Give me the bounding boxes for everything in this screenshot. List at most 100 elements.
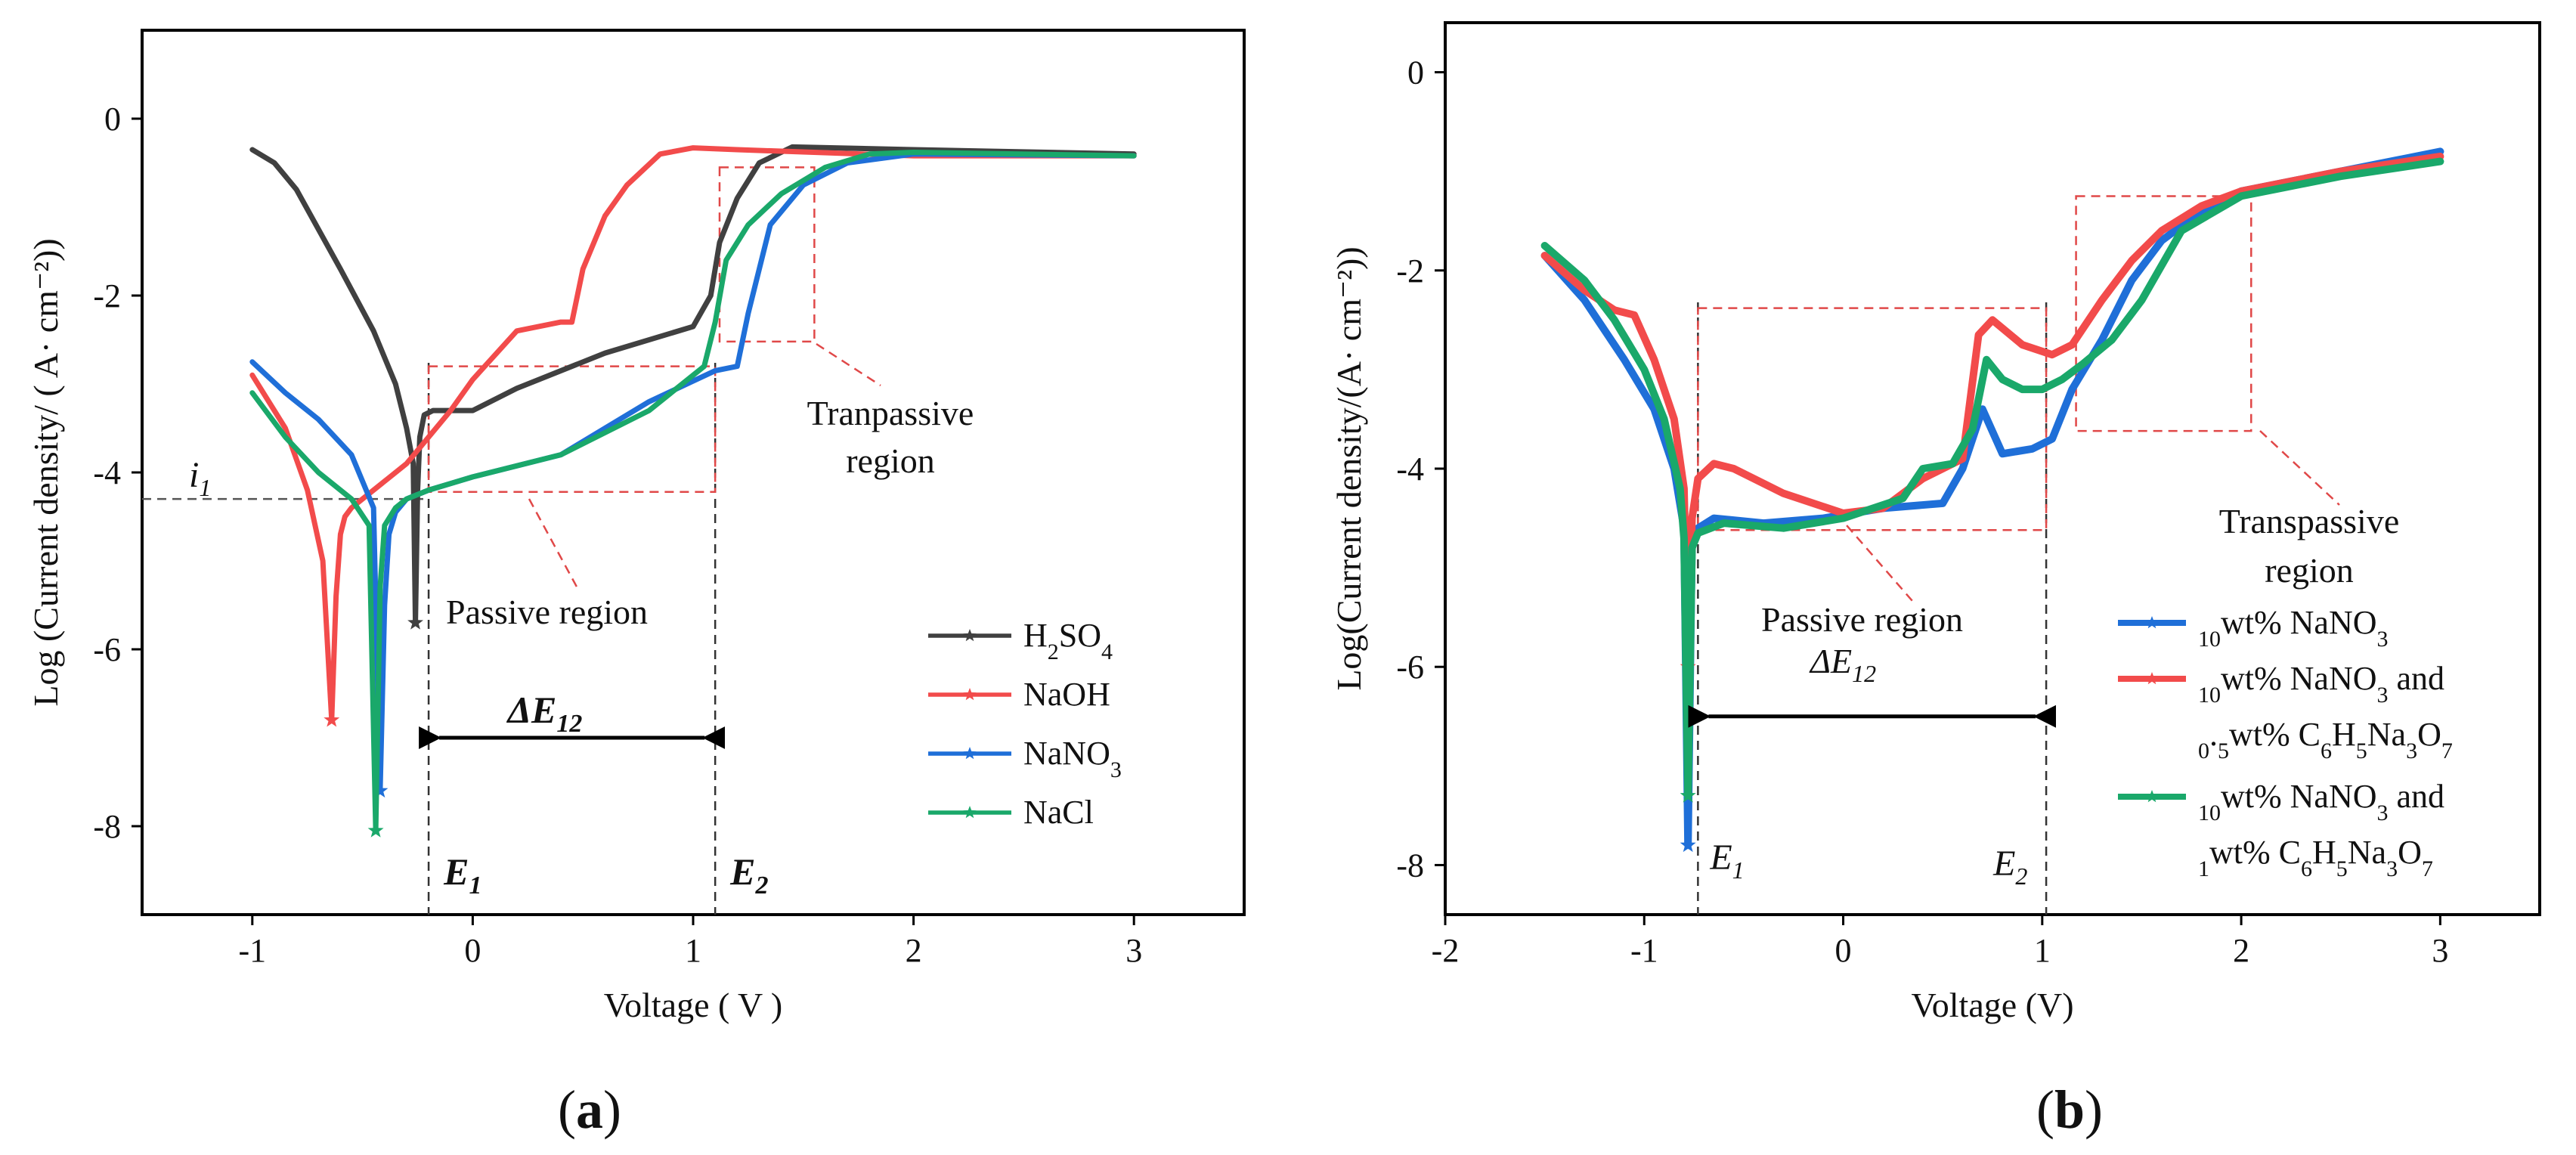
panel-b-transpassive-leader-line <box>2259 430 2340 506</box>
b-legend-label: 0.5wt% C6H5Na3O7 <box>2198 716 2453 763</box>
panel-a-series <box>249 144 1137 838</box>
panel-a-e1-sub: 1 <box>469 872 481 900</box>
panel-a-e1-label: E1 <box>443 850 481 900</box>
b-y-tick-label: -2 <box>1396 252 1424 290</box>
b-series-marker-2 <box>1680 787 1696 803</box>
panel-b-passive-region-label: Passive region <box>1761 600 1963 639</box>
panel-b-delta-e-main: ΔE <box>1809 642 1852 680</box>
panel-a-legend: H2SO4 NaOH NaNO3 NaCl <box>928 617 1122 831</box>
a-legend-marker <box>963 806 977 819</box>
b-y-tick-label: -8 <box>1396 847 1424 884</box>
panel-b-e2-label: E2 <box>1992 844 2027 890</box>
a-x-tick-label: 1 <box>685 932 701 969</box>
panel-b-passive-leader-line <box>1836 513 1913 602</box>
panel-a-e2-main: E <box>729 850 755 893</box>
panel-a-e2-label: E2 <box>729 850 768 900</box>
panel-b-x-axis-label: Voltage (V) <box>1911 986 2073 1024</box>
panel-b-y-axis-label: Log(Current density/(A· cm⁻²)) <box>1330 246 1368 690</box>
panel-a-delta-e-sub: 12 <box>556 710 582 738</box>
a-y-tick-label: -6 <box>93 631 121 668</box>
b-legend-marker <box>2145 790 2159 803</box>
a-y-tick-label: -2 <box>93 277 121 314</box>
a-series-line-1 <box>249 145 1137 723</box>
b-x-tick-label: 0 <box>1835 932 1852 969</box>
b-x-tick-label: 1 <box>2034 932 2051 969</box>
b-legend-marker <box>2145 672 2159 685</box>
panel-a-x-axis: -1 0 1 2 3 <box>238 915 1142 969</box>
panel-a-i1-sub: 1 <box>199 474 211 501</box>
a-x-tick-label: 2 <box>906 932 922 969</box>
a-series-marker-0 <box>407 614 423 630</box>
a-legend-label: NaCl <box>1023 794 1094 831</box>
panel-a-delta-e-main: ΔE <box>506 689 557 731</box>
panel-b-x-axis: -2 -1 0 1 2 3 <box>1432 915 2448 969</box>
panel-a-transpassive-label-line1: Tranpassive <box>807 394 974 432</box>
panel-a-delta-e-label: ΔE12 <box>506 689 583 738</box>
panel-a-panel-label: (a) <box>558 1079 621 1140</box>
panel-b-delta-e-label: ΔE12 <box>1809 642 1876 687</box>
panel-a-i1-main: i <box>189 455 199 495</box>
b-legend-label: 10wt% NaNO3 and <box>2198 660 2444 708</box>
a-y-tick-label: 0 <box>104 101 121 138</box>
panel-b-delta-e-sub: 12 <box>1852 660 1876 687</box>
a-series-marker-3 <box>367 822 384 838</box>
a-legend-marker <box>963 629 977 642</box>
panel-b-series <box>1540 147 2444 853</box>
b-y-tick-label: 0 <box>1407 54 1424 91</box>
b-series-line-1 <box>1540 153 2444 671</box>
panel-b-e1-sub: 1 <box>1732 856 1745 884</box>
panel-a-transpassive-leader-line <box>816 342 881 387</box>
panel-b-passive-region-box <box>1697 307 2048 531</box>
a-x-tick-label: -1 <box>238 932 266 969</box>
panel-b-e1-main: E <box>1709 838 1732 878</box>
a-y-tick-label: -4 <box>93 454 121 491</box>
b-series-line-2 <box>1540 157 2444 800</box>
b-y-tick-label: -4 <box>1396 451 1424 488</box>
a-x-tick-label: 3 <box>1125 932 1142 969</box>
a-series-marker-2 <box>372 782 389 798</box>
panel-a: -1 0 1 2 3 0-2-4-6-8 i1 E1 E2 ΔE12 Passive r… <box>26 29 1246 1140</box>
a-legend-label: NaOH <box>1023 676 1110 713</box>
a-x-tick-label: 0 <box>464 932 481 969</box>
panel-b-e2-sub: 2 <box>2015 862 2027 890</box>
a-legend-label: H2SO4 <box>1023 617 1113 664</box>
panel-a-transpassive-label-line2: region <box>846 441 935 480</box>
a-legend-marker <box>963 747 977 760</box>
panel-a-passive-region-label: Passive region <box>446 593 648 631</box>
b-legend-label: 10wt% NaNO3 and <box>2198 778 2444 825</box>
b-legend-label: 1wt% C6H5Na3O7 <box>2198 834 2433 881</box>
b-x-tick-label: 3 <box>2432 932 2448 969</box>
panel-b-e2-main: E <box>1992 844 2015 884</box>
panel-a-i1-label: i1 <box>189 455 211 501</box>
a-legend-marker <box>963 688 977 701</box>
a-legend-label: NaNO3 <box>1023 735 1122 782</box>
panel-a-y-axis-label: Log (Current density/ ( A· cm⁻²)) <box>26 238 65 706</box>
panel-b-e1-label: E1 <box>1709 838 1744 884</box>
b-legend-label: 10wt% NaNO3 <box>2198 604 2389 652</box>
a-series-line-0 <box>249 144 1137 626</box>
panel-b-panel-label: (b) <box>2036 1079 2103 1140</box>
panel-a-y-axis: 0 -2 -4 -6 -8 <box>93 101 142 845</box>
panel-a-transpassive-region-box <box>718 166 816 343</box>
b-x-tick-label: 2 <box>2233 932 2249 969</box>
a-series-marker-1 <box>324 711 340 727</box>
b-y-tick-label: -6 <box>1396 649 1424 686</box>
b-x-tick-label: -2 <box>1432 932 1460 969</box>
a-y-tick-label: -8 <box>93 808 121 845</box>
panel-b-transpassive-label-line1: Transpassive <box>2219 502 2400 540</box>
panel-b-transpassive-region-box <box>2075 195 2252 432</box>
panel-a-x-axis-label: Voltage ( V ) <box>604 986 782 1024</box>
b-x-tick-label: -1 <box>1630 932 1658 969</box>
panel-b-legend: 10wt% NaNO3 10wt% NaNO3 and 0.5wt% C6H5Na3… <box>2118 604 2453 881</box>
panel-b: -2 -1 0 1 2 3 0-2-4-6-8 E1 E2 Passive region … <box>1330 21 2541 1140</box>
a-series-line-3 <box>249 150 1137 834</box>
panel-b-y-axis: 0 -2 -4 -6 -8 <box>1396 54 1445 884</box>
panel-a-e2-sub: 2 <box>755 872 769 900</box>
b-series-marker-0 <box>1680 837 1696 853</box>
panel-a-plot-frame <box>141 29 1246 916</box>
panel-a-e1-main: E <box>443 850 469 893</box>
panel-b-transpassive-label-line2: region <box>2265 551 2354 590</box>
panel-a-passive-leader-line <box>528 498 580 590</box>
b-legend-marker <box>2145 616 2159 629</box>
